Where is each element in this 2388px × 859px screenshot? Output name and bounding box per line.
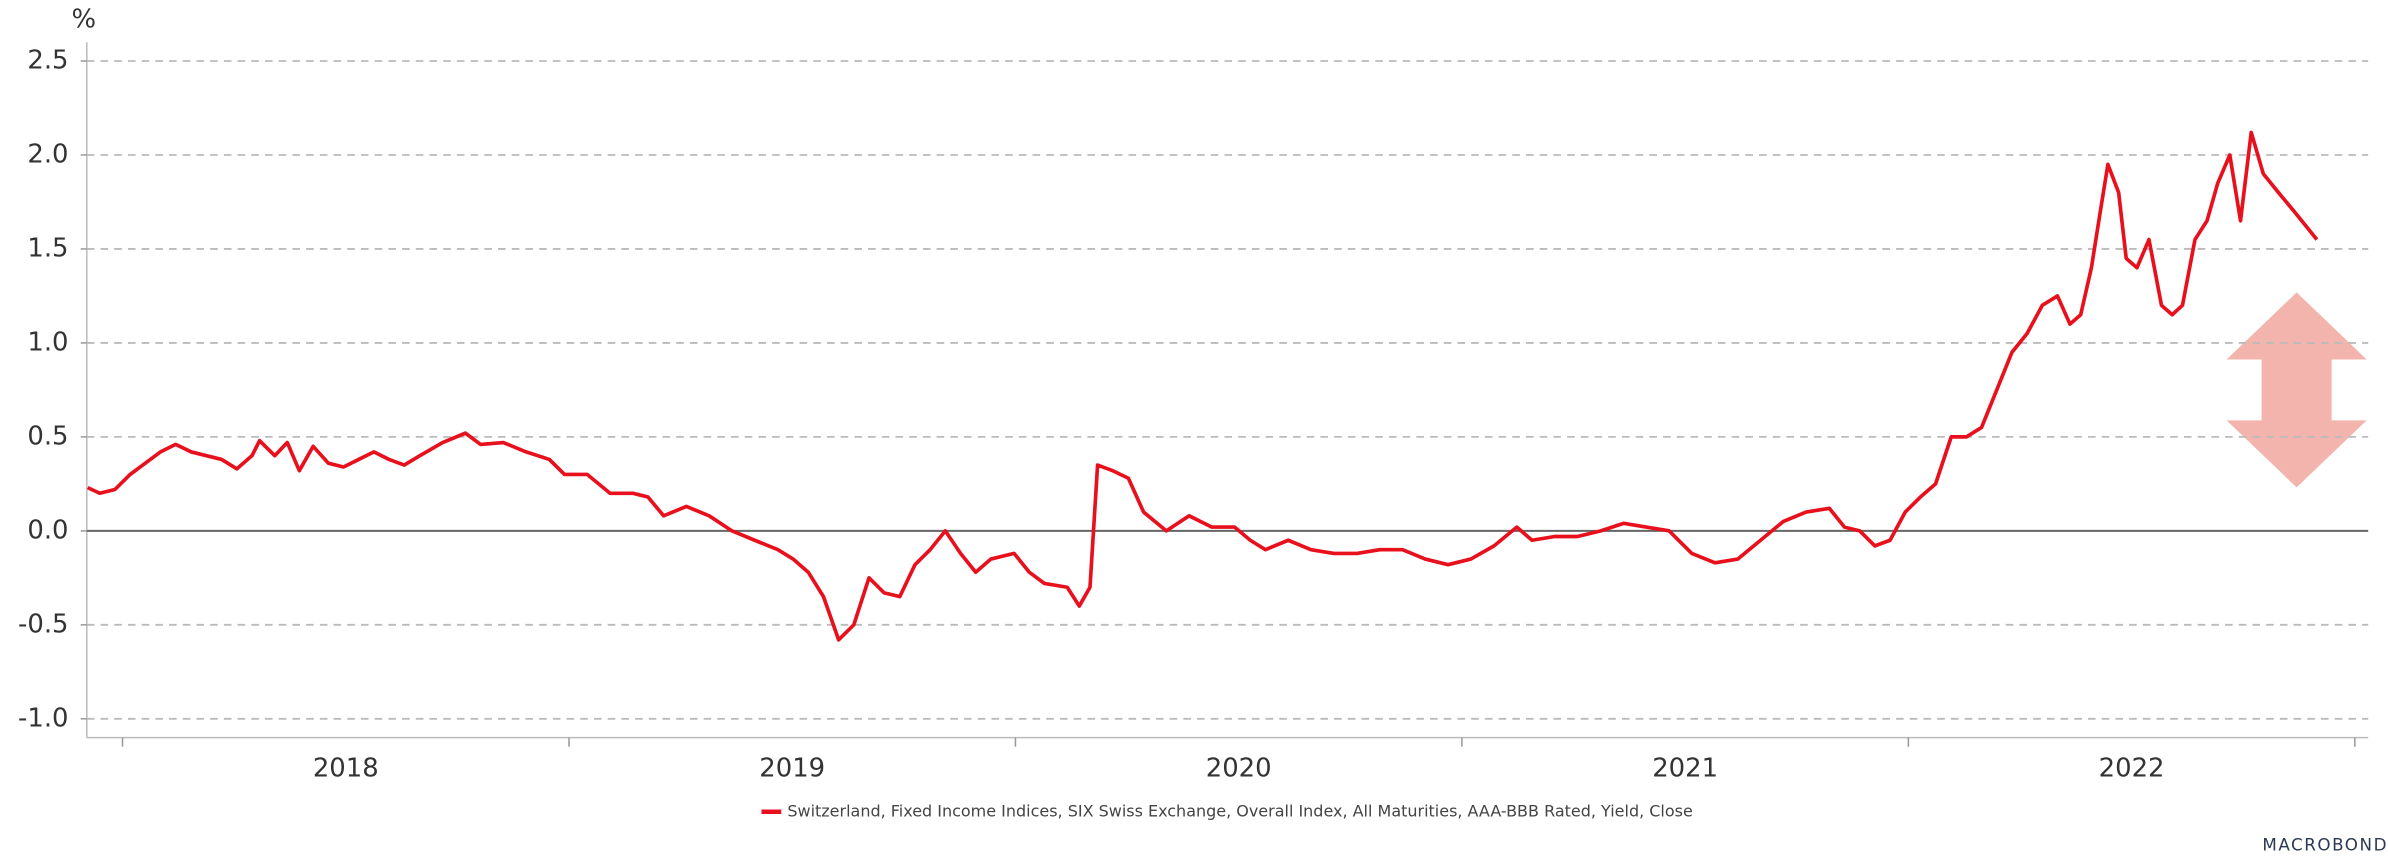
- y-tick-label: -1.0: [18, 703, 69, 733]
- range-arrow: [2226, 292, 2367, 488]
- y-tick-label: 0.5: [27, 421, 68, 451]
- y-tick-label: 0.0: [27, 515, 68, 545]
- y-tick-label: 2.0: [27, 139, 68, 169]
- legend-label: Switzerland, Fixed Income Indices, SIX S…: [787, 801, 1692, 820]
- y-tick-label: -0.5: [18, 609, 69, 639]
- x-tick-label: 2018: [313, 754, 379, 784]
- y-tick-label: 1.0: [27, 327, 68, 357]
- x-tick-label: 2021: [1652, 754, 1718, 784]
- y-tick-label: 2.5: [27, 46, 68, 76]
- x-tick-label: 2019: [759, 754, 825, 784]
- source-logo: MACROBOND: [2262, 834, 2388, 854]
- x-tick-label: 2020: [1206, 754, 1272, 784]
- y-axis-label: %: [71, 4, 96, 34]
- series-line: [86, 130, 2319, 642]
- x-tick-label: 2022: [2099, 754, 2165, 784]
- y-tick-label: 1.5: [27, 233, 68, 263]
